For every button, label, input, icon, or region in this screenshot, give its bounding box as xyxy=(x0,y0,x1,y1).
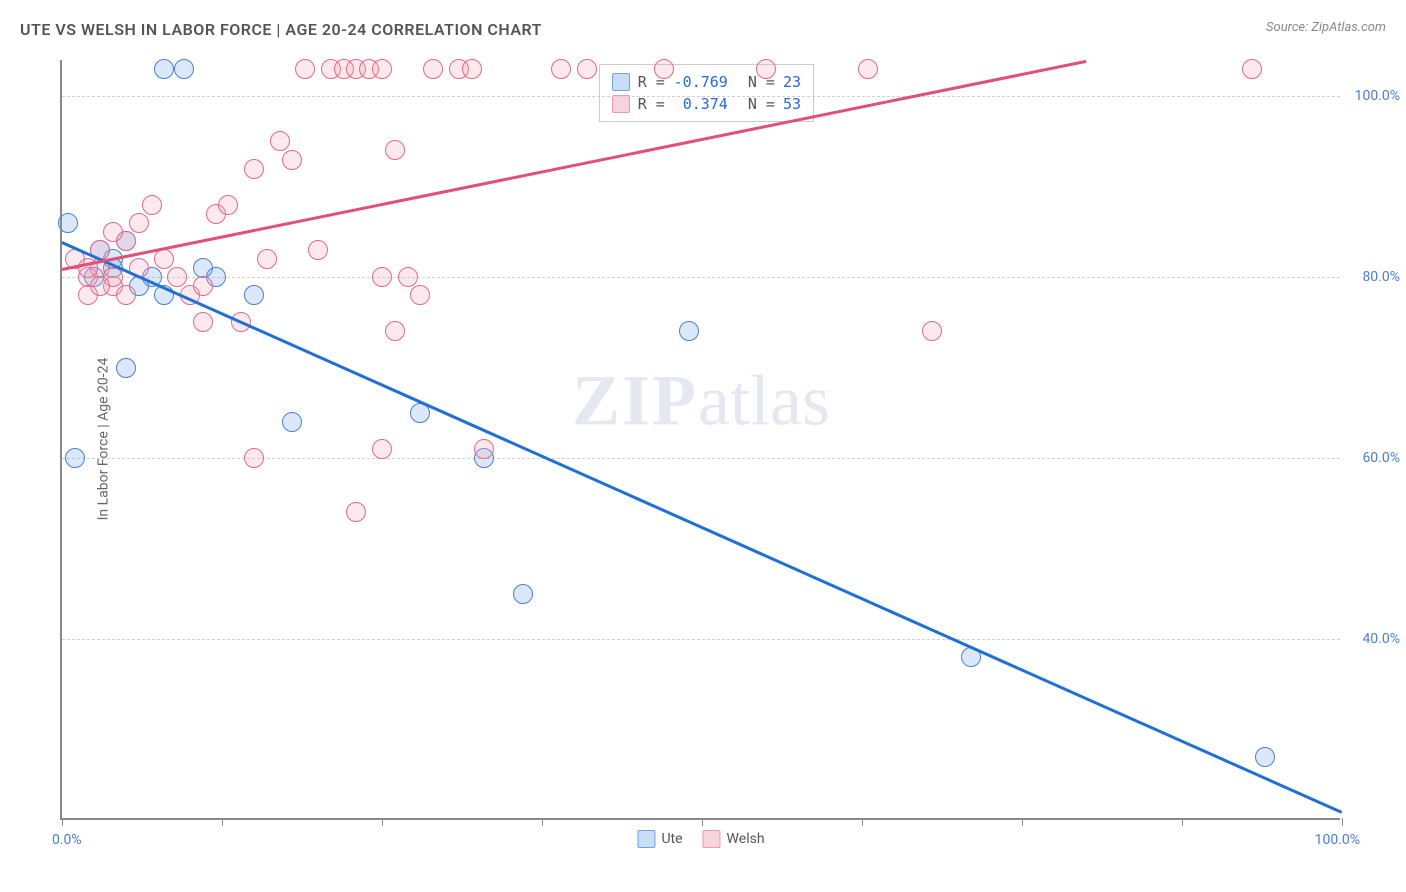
data-point-welsh xyxy=(372,267,392,287)
x-tick xyxy=(1342,818,1343,826)
legend-label: Welsh xyxy=(727,831,765,847)
data-point-welsh xyxy=(577,59,597,79)
data-point-welsh xyxy=(244,159,264,179)
regression-line-welsh xyxy=(62,60,1086,271)
n-value: 23 xyxy=(783,73,801,91)
y-tick-label: 80.0% xyxy=(1362,269,1400,285)
data-point-welsh xyxy=(1242,59,1262,79)
data-point-ute xyxy=(58,213,78,233)
data-point-ute xyxy=(244,285,264,305)
data-point-ute xyxy=(174,59,194,79)
watermark: ZIPatlas xyxy=(572,360,830,443)
legend-item-welsh: Welsh xyxy=(703,830,765,848)
data-point-ute xyxy=(116,358,136,378)
data-point-welsh xyxy=(654,59,674,79)
data-point-ute xyxy=(65,448,85,468)
data-point-welsh xyxy=(410,285,430,305)
data-point-ute xyxy=(1255,747,1275,767)
y-tick-label: 100.0% xyxy=(1355,88,1400,104)
data-point-welsh xyxy=(308,240,328,260)
data-point-welsh xyxy=(90,276,110,296)
data-point-welsh xyxy=(154,249,174,269)
data-point-welsh xyxy=(116,285,136,305)
x-tick xyxy=(382,818,383,826)
data-point-welsh xyxy=(218,195,238,215)
data-point-welsh xyxy=(270,131,290,151)
data-point-welsh xyxy=(372,439,392,459)
data-point-welsh xyxy=(474,439,494,459)
legend-label: Ute xyxy=(661,831,682,847)
regression-line-ute xyxy=(61,241,1342,813)
x-tick xyxy=(702,818,703,826)
r-label: R = xyxy=(638,95,665,113)
data-point-welsh xyxy=(193,276,213,296)
legend: Ute Welsh xyxy=(637,830,764,848)
data-point-welsh xyxy=(372,59,392,79)
n-value: 53 xyxy=(783,95,801,113)
y-tick-label: 60.0% xyxy=(1362,450,1400,466)
x-axis-max-label: 100.0% xyxy=(1315,832,1360,848)
x-axis-min-label: 0.0% xyxy=(52,832,82,848)
y-tick-label: 40.0% xyxy=(1362,631,1400,647)
data-point-welsh xyxy=(257,249,277,269)
r-value: -0.769 xyxy=(673,73,728,91)
data-point-welsh xyxy=(385,140,405,160)
data-point-welsh xyxy=(142,195,162,215)
swatch-welsh xyxy=(612,95,630,113)
legend-swatch-welsh xyxy=(703,830,721,848)
data-point-welsh xyxy=(295,59,315,79)
data-point-welsh xyxy=(193,312,213,332)
x-tick xyxy=(1182,818,1183,826)
scatter-chart: In Labor Force | Age 20-24 ZIPatlas 0.0%… xyxy=(60,60,1340,820)
y-axis-title: In Labor Force | Age 20-24 xyxy=(95,358,111,521)
data-point-welsh xyxy=(103,222,123,242)
n-label: N = xyxy=(748,95,775,113)
r-value: 0.374 xyxy=(673,95,728,113)
source-attribution: Source: ZipAtlas.com xyxy=(1266,20,1386,35)
swatch-ute xyxy=(612,73,630,91)
gridline xyxy=(62,96,1340,97)
data-point-welsh xyxy=(756,59,776,79)
data-point-ute xyxy=(282,412,302,432)
gridline xyxy=(62,639,1340,640)
data-point-welsh xyxy=(346,502,366,522)
gridline xyxy=(62,277,1340,278)
data-point-ute xyxy=(513,584,533,604)
data-point-welsh xyxy=(385,321,405,341)
data-point-welsh xyxy=(462,59,482,79)
x-tick xyxy=(62,818,63,826)
data-point-welsh xyxy=(858,59,878,79)
data-point-welsh xyxy=(922,321,942,341)
legend-item-ute: Ute xyxy=(637,830,682,848)
data-point-ute xyxy=(679,321,699,341)
data-point-welsh xyxy=(129,213,149,233)
data-point-welsh xyxy=(423,59,443,79)
x-tick xyxy=(222,818,223,826)
chart-title: UTE VS WELSH IN LABOR FORCE | AGE 20-24 … xyxy=(20,20,542,39)
data-point-ute xyxy=(154,59,174,79)
data-point-welsh xyxy=(282,150,302,170)
x-tick xyxy=(1022,818,1023,826)
x-tick xyxy=(542,818,543,826)
legend-swatch-ute xyxy=(637,830,655,848)
data-point-welsh xyxy=(551,59,571,79)
data-point-welsh xyxy=(398,267,418,287)
data-point-welsh xyxy=(167,267,187,287)
x-tick xyxy=(862,818,863,826)
data-point-welsh xyxy=(244,448,264,468)
correlation-stats-box: R =-0.769N =23R =0.374N =53 xyxy=(599,64,814,122)
